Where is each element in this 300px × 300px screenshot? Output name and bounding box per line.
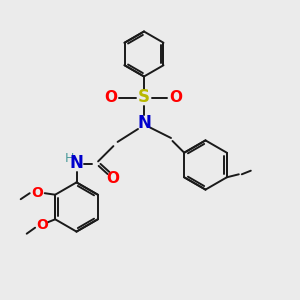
Text: N: N xyxy=(137,114,151,132)
Text: O: O xyxy=(31,186,43,200)
Text: H: H xyxy=(65,152,75,165)
Text: O: O xyxy=(106,171,119,186)
Text: S: S xyxy=(138,88,150,106)
Text: N: N xyxy=(70,154,83,172)
Text: O: O xyxy=(169,90,182,105)
Text: O: O xyxy=(104,90,118,105)
Text: O: O xyxy=(36,218,48,232)
